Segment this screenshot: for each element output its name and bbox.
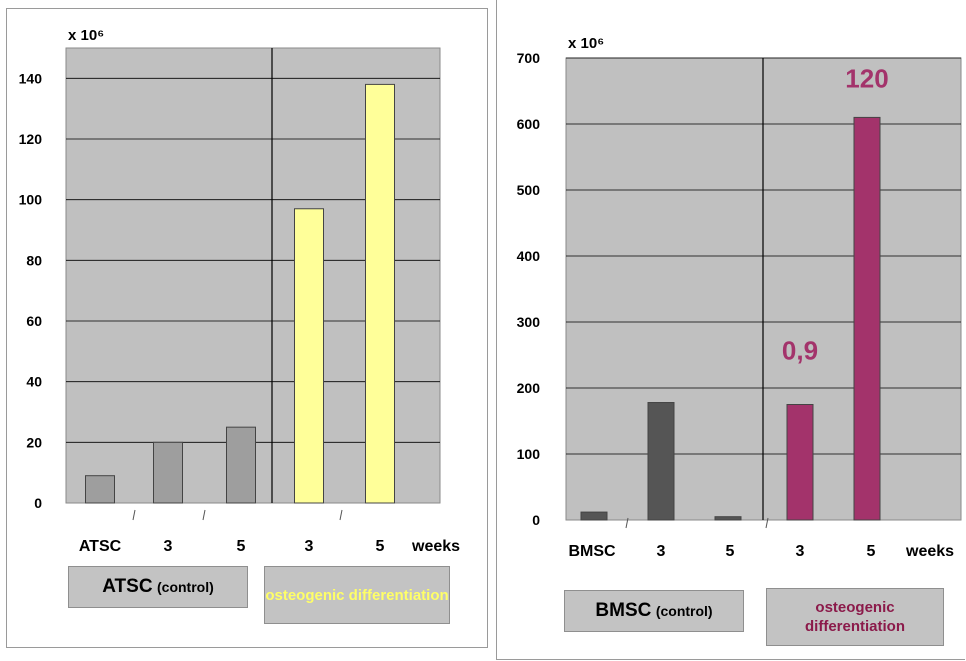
x-category-label: 5 (376, 538, 385, 555)
bar (294, 208, 324, 504)
group-label: osteogenic differentiation (265, 586, 449, 604)
y-tick-label: 700 (517, 50, 541, 66)
bar (85, 475, 115, 504)
y-tick-label: 0 (532, 512, 540, 528)
bmsc-control-label-box: BMSC (control) (564, 590, 744, 632)
osteogenic-label-box: osteogenic differentiation (264, 566, 450, 624)
scale-label: x 10⁶ (568, 35, 604, 52)
y-tick-label: 100 (19, 192, 43, 208)
group-label: osteogenic differentiation (805, 599, 905, 635)
y-tick-label: 140 (19, 70, 43, 86)
group-sublabel: (control) (655, 603, 713, 619)
axis-separator-tick (132, 509, 136, 521)
osteogenic-label-box: osteogenic differentiation (766, 588, 944, 646)
y-tick-label: 0 (34, 495, 42, 511)
x-category-label: 3 (796, 543, 805, 560)
bar (153, 441, 183, 504)
group-label: BMSC (595, 600, 652, 621)
x-unit-label: weeks (411, 538, 460, 555)
bar (365, 83, 395, 504)
atsc-control-label-box: ATSC (control) (68, 566, 248, 608)
x-category-label: 5 (237, 538, 246, 555)
x-category-label: BMSC (568, 543, 616, 560)
x-category-label: 3 (164, 538, 173, 555)
bar-annotation: 120 (845, 63, 888, 93)
axis-separator-tick (202, 509, 206, 521)
y-tick-label: 600 (517, 116, 541, 132)
axis-separator-tick (339, 509, 343, 521)
bar (714, 516, 742, 521)
x-category-label: 3 (305, 538, 314, 555)
atsc-bar-chart: 0 20 40 60 80 100 120 140 x 10⁶ ATSC 3 5 3 5 weeks (19, 27, 461, 555)
x-unit-label: weeks (905, 543, 954, 560)
bar-annotation: 0,9 (782, 336, 818, 366)
bar (853, 116, 881, 521)
bar (226, 426, 256, 504)
x-category-label: 3 (657, 543, 666, 560)
bmsc-chart-panel: 0 100 200 300 400 500 600 700 x 10⁶ BMSC 3 5 3 5 weeks… (496, 0, 966, 661)
y-tick-label: 40 (26, 374, 42, 390)
x-category-label: ATSC (79, 538, 122, 555)
bar (580, 511, 608, 521)
y-tick-label: 60 (26, 313, 42, 329)
bar (786, 404, 814, 521)
axis-separator-tick (625, 517, 629, 529)
y-tick-label: 100 (517, 446, 541, 462)
y-tick-label: 300 (517, 314, 541, 330)
group-sublabel: (control) (157, 579, 214, 595)
bar (647, 402, 675, 521)
y-tick-label: 200 (517, 380, 541, 396)
scale-label: x 10⁶ (68, 27, 104, 44)
atsc-chart-panel: 0 20 40 60 80 100 120 140 x 10⁶ ATSC 3 5 3 5 weeks ATS… (6, 8, 488, 648)
y-tick-label: 120 (19, 131, 43, 147)
bmsc-bar-chart: 0 100 200 300 400 500 600 700 x 10⁶ BMSC 3 5 3 5 weeks… (517, 35, 962, 560)
x-category-label: 5 (867, 543, 876, 560)
axis-separator-tick (765, 517, 769, 529)
group-label: ATSC (102, 576, 153, 597)
x-category-label: 5 (726, 543, 735, 560)
y-tick-label: 20 (26, 434, 42, 450)
y-tick-label: 80 (26, 252, 42, 268)
y-tick-label: 500 (517, 182, 541, 198)
y-tick-label: 400 (517, 248, 541, 264)
